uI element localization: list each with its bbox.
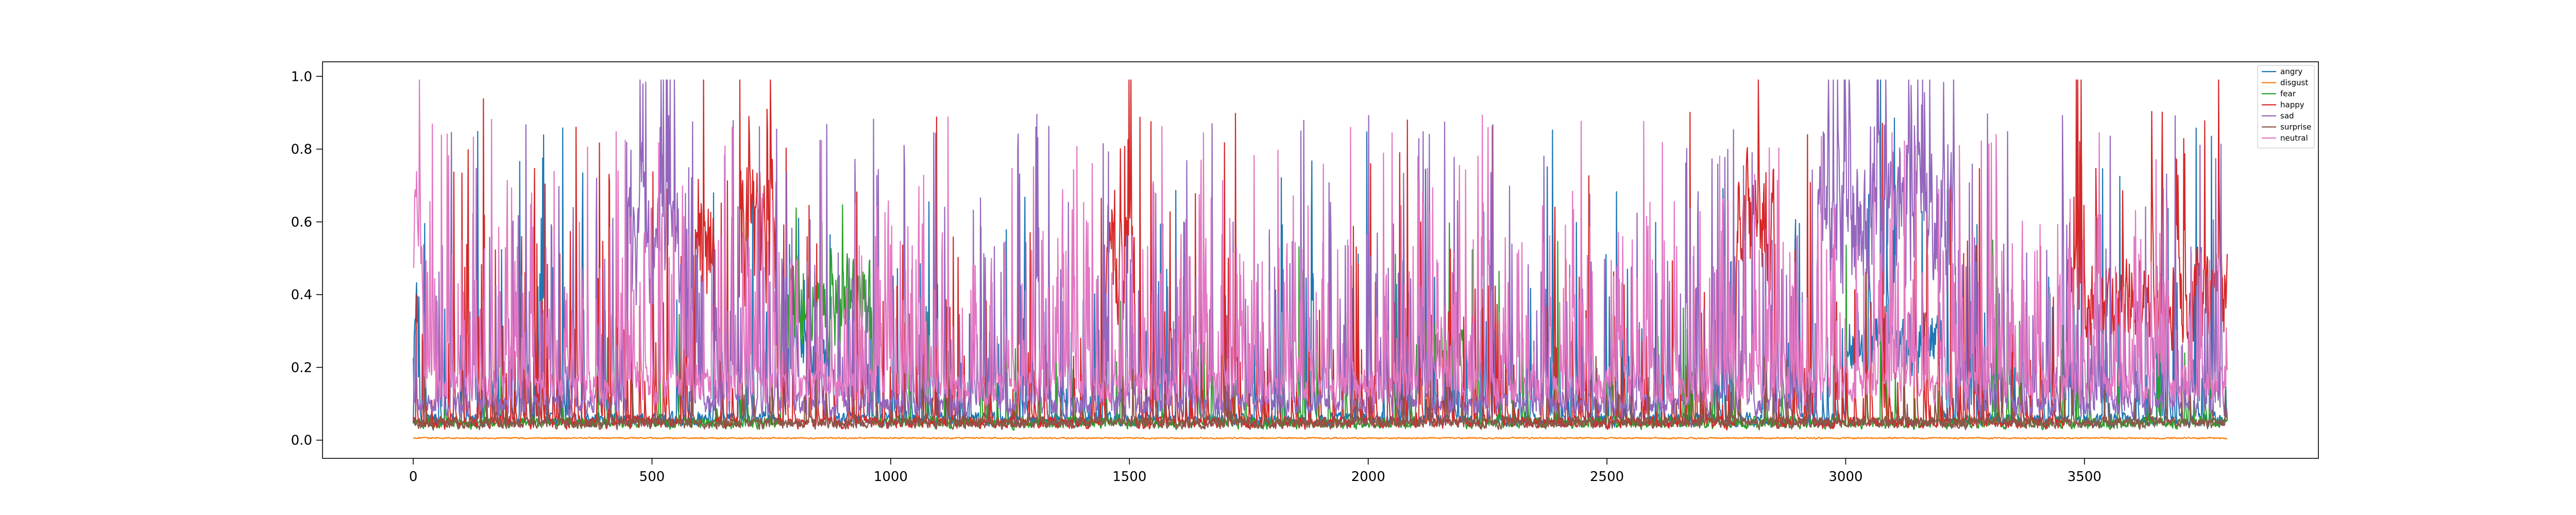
x-tick-label: 3500 (2067, 469, 2102, 485)
y-tick-label: 0.2 (291, 360, 312, 375)
x-tick-label: 500 (639, 469, 665, 485)
series-line-disgust (413, 436, 2228, 440)
x-tick-label: 1000 (874, 469, 908, 485)
x-tick-label: 3000 (1828, 469, 1862, 485)
legend-label-sad: sad (2280, 111, 2294, 121)
legend-label-fear: fear (2280, 89, 2296, 98)
y-tick-label: 1.0 (291, 69, 312, 84)
y-tick-label: 0.6 (291, 215, 312, 230)
legend-label-happy: happy (2280, 100, 2304, 110)
y-tick-label: 0.4 (291, 287, 312, 303)
x-axis: 0 500 1000 1500 2000 2500 3000 3500 (409, 458, 2102, 485)
legend-label-disgust: disgust (2280, 78, 2308, 88)
series-layer (413, 79, 2228, 440)
x-tick-label: 2000 (1351, 469, 1385, 485)
legend-label-angry: angry (2280, 67, 2302, 76)
plot-frame (322, 61, 2319, 459)
series-line-surprise (413, 350, 2228, 431)
legend-label-surprise: surprise (2280, 123, 2311, 132)
y-axis: 0.0 0.2 0.4 0.6 0.8 1.0 (291, 69, 323, 449)
x-tick-label: 1500 (1112, 469, 1146, 485)
y-tick-label: 0.8 (291, 142, 312, 158)
series-line-neutral (413, 79, 2228, 408)
series-line-sad (413, 79, 2228, 419)
x-tick-label: 0 (409, 469, 418, 485)
legend-label-neutral: neutral (2280, 133, 2308, 143)
y-tick-label: 0.0 (291, 433, 312, 449)
x-tick-label: 2500 (1590, 469, 1624, 485)
series-line-happy (413, 79, 2228, 431)
